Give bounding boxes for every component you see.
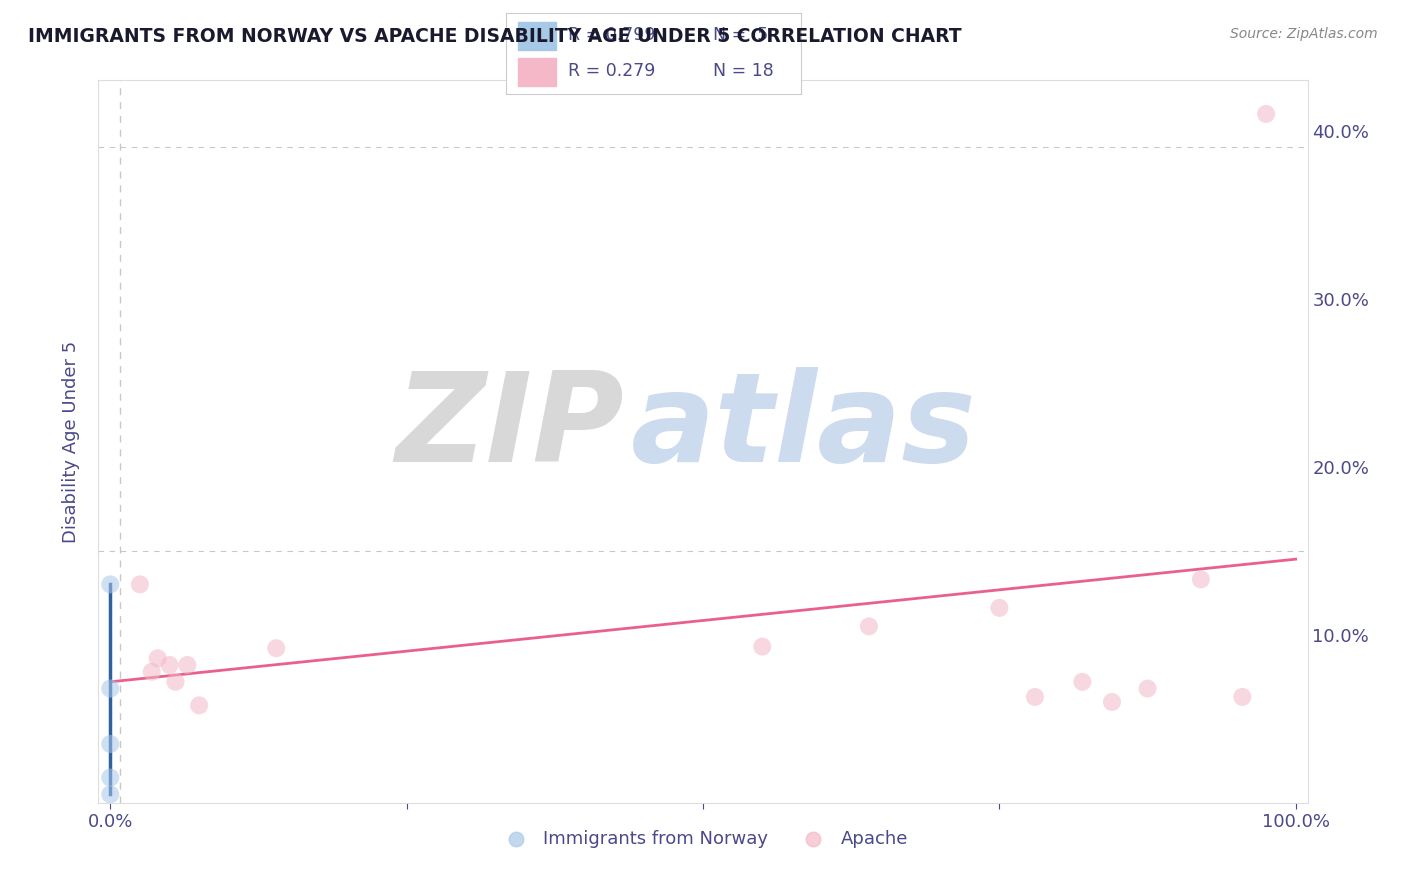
Text: IMMIGRANTS FROM NORWAY VS APACHE DISABILITY AGE UNDER 5 CORRELATION CHART: IMMIGRANTS FROM NORWAY VS APACHE DISABIL…: [28, 27, 962, 45]
Point: [98, 681, 121, 696]
Point: [1024, 690, 1046, 704]
Point: [159, 658, 181, 673]
Point: [98, 577, 121, 591]
Point: [1136, 681, 1159, 696]
Point: [146, 651, 169, 665]
Text: N = 18: N = 18: [713, 62, 773, 80]
Text: ZIP: ZIP: [395, 367, 624, 488]
Point: [98, 788, 121, 802]
Bar: [517, 22, 557, 49]
Point: [858, 619, 880, 633]
Bar: [517, 58, 557, 86]
Text: R = 0.279: R = 0.279: [568, 62, 655, 80]
Text: R = 0.799: R = 0.799: [568, 26, 655, 44]
Point: [98, 771, 121, 785]
Point: [1071, 674, 1094, 689]
Point: [1101, 695, 1123, 709]
Point: [129, 577, 152, 591]
Point: [1232, 690, 1254, 704]
Point: [98, 737, 121, 751]
Point: [988, 600, 1011, 615]
Point: [1254, 107, 1277, 121]
Text: atlas: atlas: [630, 367, 976, 488]
Text: N =  5: N = 5: [713, 26, 768, 44]
Legend: Immigrants from Norway, Apache: Immigrants from Norway, Apache: [491, 822, 915, 855]
Point: [141, 665, 163, 679]
Point: [176, 658, 198, 673]
Text: Source: ZipAtlas.com: Source: ZipAtlas.com: [1230, 27, 1378, 41]
Y-axis label: Disability Age Under 5: Disability Age Under 5: [62, 341, 80, 542]
Point: [165, 674, 187, 689]
Point: [188, 698, 211, 713]
Point: [264, 641, 287, 656]
Point: [1189, 572, 1212, 586]
Point: [751, 640, 773, 654]
